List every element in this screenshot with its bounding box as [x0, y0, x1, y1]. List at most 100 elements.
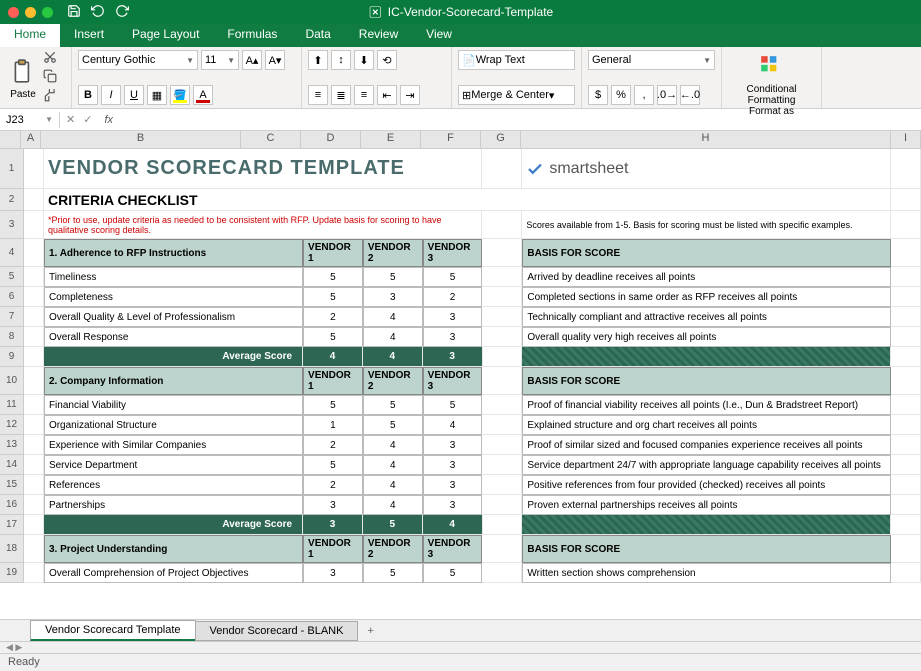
cell[interactable] [482, 435, 522, 455]
cell[interactable] [482, 535, 522, 563]
cut-icon[interactable] [43, 50, 57, 67]
average-score[interactable]: 3 [303, 515, 363, 535]
horizontal-scrollbar[interactable]: ◀ ▶ [0, 641, 921, 653]
average-score[interactable]: 4 [423, 515, 483, 535]
cell[interactable] [482, 149, 522, 189]
underline-button[interactable]: U [124, 85, 144, 105]
basis-cell[interactable]: Arrived by deadline receives all points [522, 267, 891, 287]
cell[interactable] [24, 287, 44, 307]
row-header[interactable]: 6 [0, 287, 24, 307]
info-text[interactable]: Scores available from 1-5. Basis for sco… [522, 211, 891, 239]
score-cell[interactable]: 5 [303, 287, 363, 307]
score-cell[interactable]: 5 [423, 563, 483, 583]
cell[interactable] [891, 267, 921, 287]
average-score[interactable]: 5 [363, 515, 423, 535]
cell[interactable] [891, 495, 921, 515]
column-header[interactable]: C [241, 131, 301, 148]
vendor-header[interactable]: VENDOR 2 [363, 239, 423, 267]
row-header[interactable]: 13 [0, 435, 24, 455]
cell[interactable] [24, 347, 44, 367]
row-header[interactable]: 5 [0, 267, 24, 287]
minimize-window-button[interactable] [25, 7, 36, 18]
cell[interactable] [891, 515, 921, 535]
cell[interactable] [482, 367, 522, 395]
criteria-label[interactable]: Service Department [44, 455, 303, 475]
row-header[interactable]: 2 [0, 189, 24, 211]
add-sheet-button[interactable]: + [357, 622, 383, 640]
sheet-tab-active[interactable]: Vendor Scorecard Template [30, 620, 196, 641]
cell[interactable] [482, 395, 522, 415]
cell[interactable] [891, 415, 921, 435]
font-color-button[interactable]: A [193, 85, 213, 105]
row-header[interactable]: 7 [0, 307, 24, 327]
save-icon[interactable] [67, 4, 81, 21]
score-cell[interactable]: 3 [303, 563, 363, 583]
increase-decimal-icon[interactable]: .0→ [657, 85, 677, 105]
cell[interactable] [482, 475, 522, 495]
basis-cell[interactable]: Overall quality very high receives all p… [522, 327, 891, 347]
criteria-label[interactable]: Completeness [44, 287, 303, 307]
sheet-tab-blank[interactable]: Vendor Scorecard - BLANK [195, 621, 359, 641]
column-header[interactable]: E [361, 131, 421, 148]
score-cell[interactable]: 3 [423, 475, 483, 495]
cancel-formula-icon[interactable]: ✕ [66, 113, 75, 126]
group-header[interactable]: 3. Project Understanding [44, 535, 303, 563]
score-cell[interactable]: 3 [423, 307, 483, 327]
cell[interactable] [482, 455, 522, 475]
column-header[interactable]: G [481, 131, 521, 148]
cell[interactable] [24, 367, 44, 395]
align-left-icon[interactable]: ≡ [308, 85, 328, 105]
average-score[interactable]: 4 [363, 347, 423, 367]
cell[interactable] [24, 239, 44, 267]
criteria-label[interactable]: Overall Quality & Level of Professionali… [44, 307, 303, 327]
score-cell[interactable]: 5 [363, 395, 423, 415]
criteria-label[interactable]: Overall Response [44, 327, 303, 347]
row-header[interactable]: 11 [0, 395, 24, 415]
average-score[interactable]: 4 [303, 347, 363, 367]
row-header[interactable]: 12 [0, 415, 24, 435]
cell[interactable] [891, 395, 921, 415]
cell[interactable] [891, 435, 921, 455]
vendor-header[interactable]: VENDOR 1 [303, 239, 363, 267]
close-window-button[interactable] [8, 7, 19, 18]
align-bottom-icon[interactable]: ⬇ [354, 50, 374, 70]
row-header[interactable]: 8 [0, 327, 24, 347]
criteria-label[interactable]: Experience with Similar Companies [44, 435, 303, 455]
section-title[interactable]: CRITERIA CHECKLIST [44, 189, 891, 211]
cell[interactable] [891, 563, 921, 583]
basis-cell[interactable]: Proven external partnerships receives al… [522, 495, 891, 515]
percent-icon[interactable]: % [611, 85, 631, 105]
average-label[interactable]: Average Score [44, 347, 303, 367]
cell[interactable] [24, 475, 44, 495]
criteria-label[interactable]: References [44, 475, 303, 495]
basis-header[interactable]: BASIS FOR SCORE [522, 367, 891, 395]
column-header[interactable]: H [521, 131, 891, 148]
score-cell[interactable]: 5 [303, 455, 363, 475]
cell[interactable] [482, 563, 522, 583]
score-cell[interactable]: 2 [303, 435, 363, 455]
warning-text[interactable]: *Prior to use, update criteria as needed… [44, 211, 482, 239]
row-header[interactable]: 14 [0, 455, 24, 475]
group-header[interactable]: 1. Adherence to RFP Instructions [44, 239, 303, 267]
cell[interactable] [482, 415, 522, 435]
number-format-select[interactable]: General▼ [588, 50, 715, 70]
score-cell[interactable]: 2 [303, 307, 363, 327]
column-header[interactable]: D [301, 131, 361, 148]
score-cell[interactable]: 4 [363, 455, 423, 475]
score-cell[interactable]: 4 [363, 475, 423, 495]
border-button[interactable]: ▦ [147, 85, 167, 105]
score-cell[interactable]: 5 [423, 267, 483, 287]
row-header[interactable]: 10 [0, 367, 24, 395]
basis-cell[interactable]: Technically compliant and attractive rec… [522, 307, 891, 327]
cell[interactable] [24, 327, 44, 347]
cell[interactable] [24, 495, 44, 515]
vendor-header[interactable]: VENDOR 1 [303, 535, 363, 563]
cell[interactable] [891, 307, 921, 327]
tab-formulas[interactable]: Formulas [213, 24, 291, 47]
basis-cell[interactable]: Explained structure and org chart receiv… [522, 415, 891, 435]
merge-center-button[interactable]: ⊞ Merge & Center ▾ [458, 85, 575, 105]
cell[interactable] [891, 189, 921, 211]
fx-label[interactable]: fx [98, 114, 113, 126]
cell[interactable] [24, 395, 44, 415]
score-cell[interactable]: 3 [423, 327, 483, 347]
